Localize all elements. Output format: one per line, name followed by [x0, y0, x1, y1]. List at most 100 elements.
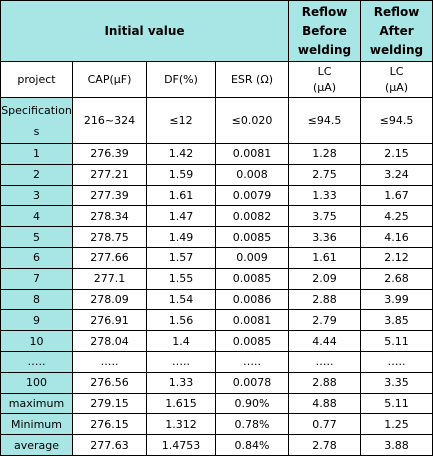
cell-df: 1.42 — [146, 143, 216, 165]
cell-esr: 0.008 — [214, 163, 290, 186]
cell-esr: 0.0082 — [214, 205, 290, 228]
cell-project: 100 — [0, 371, 73, 394]
cell-project: 10 — [0, 330, 73, 352]
cell-cap: 277.1 — [72, 267, 147, 290]
table-row: 8 278.09 1.54 0.0086 2.88 3.99 — [0, 288, 433, 311]
reflow-before-line-3: welding — [297, 42, 352, 57]
cell-cap: 276.15 — [72, 413, 147, 436]
reflow-after-header: Reflow After welding — [360, 0, 433, 62]
cell-cap: 277.66 — [72, 246, 147, 269]
cell-lc-after: 3.24 — [360, 163, 433, 186]
cell-lc-before: ….. — [288, 350, 362, 373]
cell-esr: 0.0081 — [214, 143, 290, 165]
cell-lc-before: 2.79 — [288, 309, 362, 332]
cell-lc-after: 5.11 — [360, 392, 433, 415]
cell-project: 9 — [0, 309, 73, 332]
cell-lc-after: 1.25 — [360, 413, 433, 436]
cell-lc-after: 5.11 — [360, 330, 433, 352]
table-row: 1 276.39 1.42 0.0081 1.28 2.15 — [0, 143, 433, 165]
lc-after-line-1: LC — [389, 64, 404, 78]
spec-lc-after: ≤94.5 — [360, 97, 433, 144]
cell-lc-before: 4.44 — [288, 330, 362, 352]
cell-lc-after: 4.16 — [360, 226, 433, 248]
column-header-row: project CAP(μF) DF(%) ESR (Ω) LC (μA) LC… — [0, 61, 433, 98]
cell-esr: 0.0085 — [214, 330, 290, 352]
cell-esr: 0.90% — [214, 392, 290, 415]
cell-lc-after: 3.99 — [360, 288, 433, 311]
cell-df: 1.4 — [146, 330, 216, 352]
table-row: 9 276.91 1.56 0.0081 2.79 3.85 — [0, 309, 433, 332]
cell-lc-after: 3.85 — [360, 309, 433, 332]
lc-before-line-2: (μA) — [312, 80, 337, 94]
cell-df: ….. — [146, 350, 216, 373]
reflow-after-line-3: welding — [369, 42, 424, 57]
cell-df: 1.57 — [146, 246, 216, 269]
cell-lc-before: 2.09 — [288, 267, 362, 290]
cell-lc-before: 2.75 — [288, 163, 362, 186]
cell-df: 1.61 — [146, 184, 216, 207]
cell-lc-after: 1.67 — [360, 184, 433, 207]
spec-lc-before: ≤94.5 — [288, 97, 362, 144]
specifications-label: Specifications — [0, 97, 73, 144]
cell-cap: 277.63 — [72, 434, 147, 456]
reflow-before-line-1: Reflow — [301, 4, 348, 19]
cell-cap: 277.39 — [72, 184, 147, 207]
col-header-cap: CAP(μF) — [72, 61, 147, 98]
table-row: 6 277.66 1.57 0.009 1.61 2.12 — [0, 246, 433, 269]
cell-lc-before: 2.78 — [288, 434, 362, 456]
cell-cap: 279.15 — [72, 392, 147, 415]
cell-lc-before: 3.36 — [288, 226, 362, 248]
col-header-df: DF(%) — [146, 61, 216, 98]
cell-df: 1.33 — [146, 371, 216, 394]
spec-esr: ≤0.020 — [214, 97, 290, 144]
cell-project: 4 — [0, 205, 73, 228]
cell-project: 5 — [0, 226, 73, 248]
cell-lc-before: 4.88 — [288, 392, 362, 415]
cell-cap: ….. — [72, 350, 147, 373]
table-row: maximum 279.15 1.615 0.90% 4.88 5.11 — [0, 392, 433, 415]
cell-df: 1.615 — [146, 392, 216, 415]
col-header-lc-after: LC (μA) — [360, 61, 433, 98]
table-row: average 277.63 1.4753 0.84% 2.78 3.88 — [0, 434, 433, 456]
cell-esr: 0.0078 — [214, 371, 290, 394]
cell-cap: 278.04 — [72, 330, 147, 352]
table-row: 3 277.39 1.61 0.0079 1.33 1.67 — [0, 184, 433, 207]
reflow-before-line-2: Before — [302, 23, 347, 38]
cell-project: 2 — [0, 163, 73, 186]
cell-cap: 278.34 — [72, 205, 147, 228]
cell-project: 7 — [0, 267, 73, 290]
cell-cap: 276.91 — [72, 309, 147, 332]
cell-project: ….. — [0, 350, 73, 373]
cell-df: 1.49 — [146, 226, 216, 248]
cell-project: average — [0, 434, 73, 456]
cell-lc-before: 1.33 — [288, 184, 362, 207]
cell-df: 1.47 — [146, 205, 216, 228]
table-row: 7 277.1 1.55 0.0085 2.09 2.68 — [0, 267, 433, 290]
cell-esr: 0.0085 — [214, 226, 290, 248]
cell-lc-before: 3.75 — [288, 205, 362, 228]
cell-lc-after: 3.35 — [360, 371, 433, 394]
cell-lc-before: 2.88 — [288, 371, 362, 394]
col-header-project: project — [0, 61, 73, 98]
lc-after-line-2: (μA) — [384, 80, 409, 94]
cell-lc-after: 2.15 — [360, 143, 433, 165]
specifications-row: Specifications 216~324 ≤12 ≤0.020 ≤94.5 … — [0, 97, 433, 144]
reflow-after-line-1: Reflow — [373, 4, 420, 19]
cell-lc-after: 2.68 — [360, 267, 433, 290]
cell-cap: 276.56 — [72, 371, 147, 394]
table-row: 100 276.56 1.33 0.0078 2.88 3.35 — [0, 371, 433, 394]
table-row: 5 278.75 1.49 0.0085 3.36 4.16 — [0, 226, 433, 248]
lc-before-line-1: LC — [317, 64, 332, 78]
cell-project: 3 — [0, 184, 73, 207]
cell-cap: 278.09 — [72, 288, 147, 311]
reflow-before-header: Reflow Before welding — [288, 0, 362, 62]
header-row: Initial value Reflow Before welding Refl… — [0, 0, 433, 62]
spec-df: ≤12 — [146, 97, 216, 144]
cell-lc-before: 1.28 — [288, 143, 362, 165]
spec-cap: 216~324 — [72, 97, 147, 144]
table-row: …..…..…..…..…..….. — [0, 350, 433, 373]
initial-value-header: Initial value — [0, 0, 290, 62]
cell-project: 1 — [0, 143, 73, 165]
cell-cap: 278.75 — [72, 226, 147, 248]
